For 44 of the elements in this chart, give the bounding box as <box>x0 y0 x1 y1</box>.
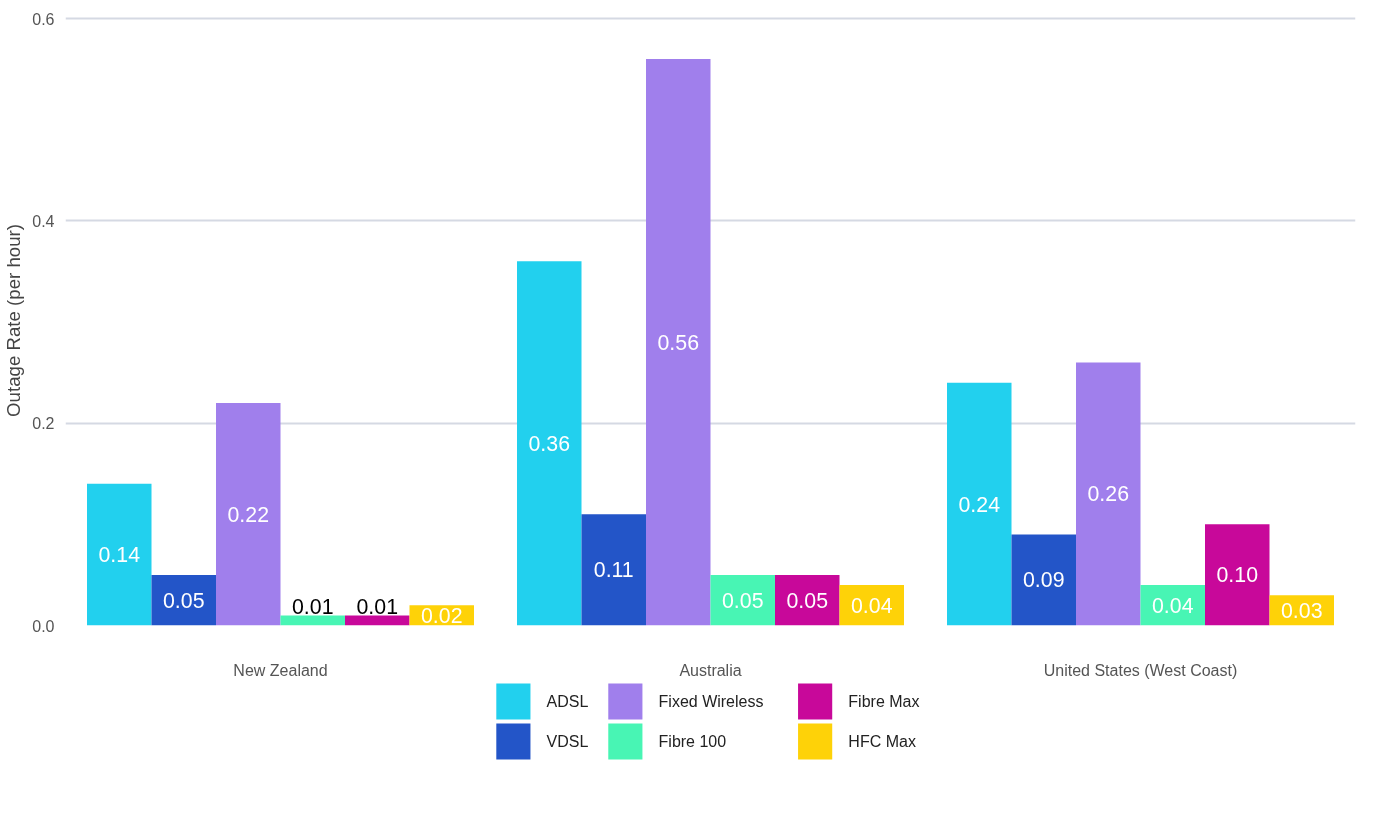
bar <box>216 402 281 626</box>
data-label: 0.02 <box>420 603 463 628</box>
data-label: 0.05 <box>786 588 829 613</box>
data-label: 0.10 <box>1216 563 1259 588</box>
bar <box>345 615 410 626</box>
legend-label: Fibre Max <box>848 693 920 710</box>
bar <box>87 483 152 626</box>
bar <box>1205 524 1270 626</box>
bar <box>775 574 840 626</box>
bar <box>581 514 646 626</box>
legend-label: Fibre 100 <box>658 733 727 750</box>
y-tick-label: 0.6 <box>32 10 55 28</box>
data-label: 0.05 <box>162 588 205 613</box>
bar <box>517 261 582 626</box>
data-label: 0.01 <box>291 595 334 620</box>
data-label: 0.11 <box>593 558 634 583</box>
y-tick-label: 0.0 <box>32 617 55 635</box>
y-axis-title: Outage Rate (per hour) <box>3 224 25 417</box>
bar <box>646 59 711 626</box>
x-tick-label: United States (West Coast) <box>1043 661 1238 679</box>
bar <box>1076 362 1141 626</box>
bar <box>280 615 345 626</box>
data-label: 0.01 <box>356 595 399 620</box>
legend-label: HFC Max <box>848 733 916 750</box>
bar <box>947 382 1012 626</box>
legend-label: VDSL <box>546 733 589 750</box>
data-label: 0.04 <box>1151 593 1194 618</box>
data-label: 0.14 <box>98 543 141 568</box>
data-label: 0.05 <box>721 588 764 613</box>
legend-label: Fixed Wireless <box>658 693 764 710</box>
x-tick-label: New Zealand <box>233 661 328 679</box>
data-label: 0.26 <box>1087 482 1130 507</box>
legend-label: ADSL <box>546 693 589 710</box>
y-tick-label: 0.2 <box>32 415 55 433</box>
data-label: 0.24 <box>958 492 1001 517</box>
data-label: 0.09 <box>1022 568 1065 593</box>
y-tick-label: 0.4 <box>32 212 55 230</box>
data-label: 0.56 <box>657 330 700 355</box>
data-label: 0.36 <box>528 431 571 456</box>
data-label: 0.04 <box>850 593 893 618</box>
data-label: 0.22 <box>227 502 270 527</box>
bar <box>1011 534 1076 626</box>
x-tick-label: Australia <box>679 661 742 679</box>
data-label: 0.03 <box>1280 598 1323 623</box>
